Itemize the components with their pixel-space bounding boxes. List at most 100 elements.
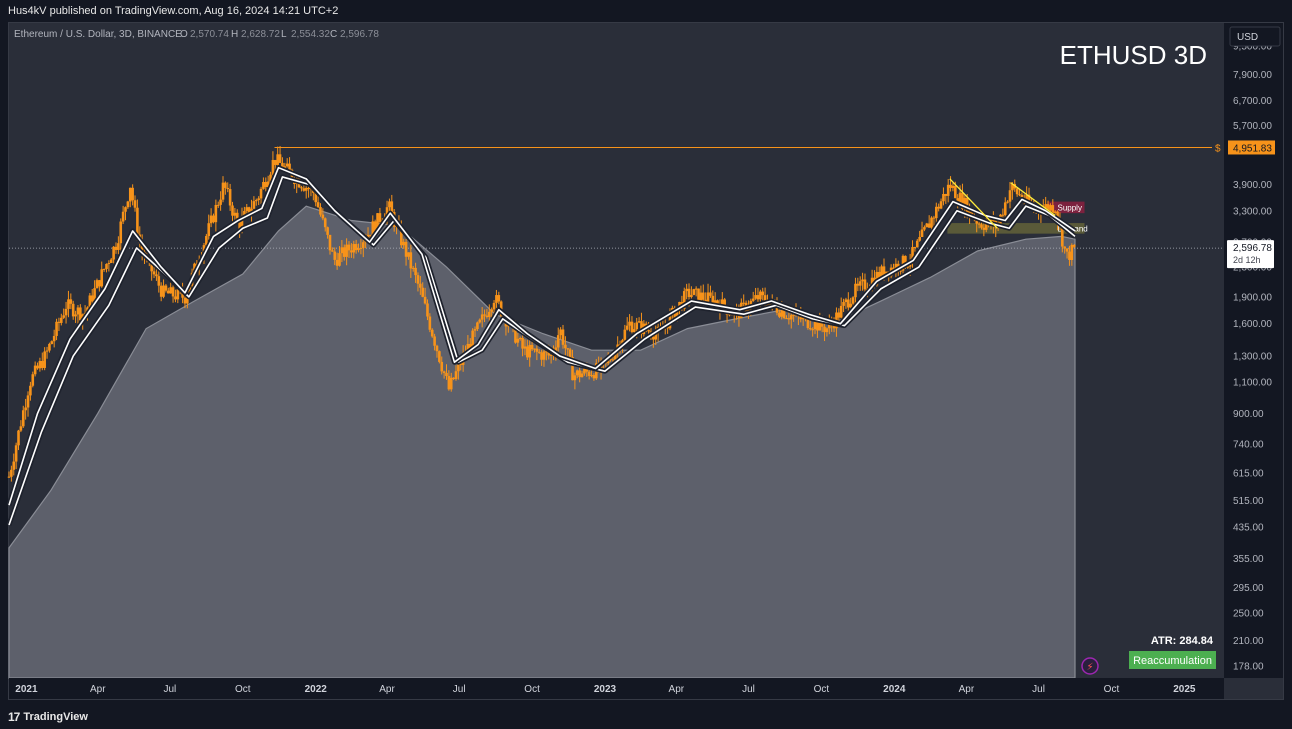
candle-body [214, 205, 218, 223]
candle-body [915, 240, 919, 248]
candle-body [454, 371, 458, 379]
candle-body [93, 288, 96, 302]
candle-body [1061, 224, 1064, 247]
candle-body [654, 333, 658, 340]
candle-body [121, 211, 125, 222]
candle-body [266, 181, 270, 187]
candle-body [880, 266, 883, 279]
candle-body [647, 330, 650, 332]
price-tick-label: 515.00 [1233, 496, 1264, 507]
open-label: O [180, 29, 188, 40]
atr-text: ATR: 284.84 [1151, 635, 1214, 647]
candle-body [723, 299, 726, 308]
candle-body [188, 285, 192, 295]
candle-body [174, 296, 177, 300]
candle-body [1051, 205, 1055, 213]
candle-body [119, 221, 123, 244]
candle-body [690, 294, 693, 297]
candle-body [402, 241, 405, 246]
candle-body [430, 329, 434, 337]
candle-body [140, 243, 144, 252]
tradingview-brand-text: TradingView [23, 711, 88, 723]
candle-body [247, 207, 251, 214]
candle-body [21, 410, 25, 427]
time-tick-label: Jul [453, 684, 466, 695]
candle-body [920, 229, 924, 237]
candle-body [276, 154, 279, 165]
candle-body [409, 252, 413, 269]
candle-body [1003, 202, 1007, 216]
candle-body [345, 244, 348, 257]
candle-body [637, 321, 641, 323]
candle-body [716, 300, 719, 305]
candle-body [369, 234, 372, 236]
candle-body [373, 221, 377, 232]
candle-body [571, 357, 574, 381]
candle-body [33, 365, 37, 375]
candle-body [949, 184, 952, 188]
time-tick-label: 2024 [883, 684, 906, 695]
candle-body [205, 236, 208, 246]
candle-body [711, 295, 715, 306]
candle-body [24, 407, 27, 411]
candle-body [566, 348, 570, 350]
price-axis [1224, 23, 1283, 678]
candle-body [302, 188, 306, 191]
zone-supply [1047, 201, 1085, 214]
candle-body [390, 201, 394, 213]
candle-body [699, 292, 703, 303]
low-value: 2,554.32 [291, 29, 330, 40]
price-tick-label: 1,600.00 [1233, 319, 1272, 330]
candle-body [452, 377, 455, 379]
candle-body [269, 174, 272, 182]
candle-body [923, 227, 926, 230]
candle-body [963, 197, 967, 209]
candle-body [433, 336, 436, 346]
candle-body [961, 192, 964, 209]
candle-body [854, 283, 857, 298]
candle-body [1015, 188, 1019, 195]
zone-label-supply: Supply [1058, 203, 1082, 212]
candle-body [262, 181, 265, 189]
candle-body [932, 217, 936, 219]
candle-body [564, 344, 567, 349]
candle-body [109, 259, 113, 264]
candle-body [90, 295, 94, 302]
event-icon [1081, 657, 1099, 675]
close-label: C [330, 29, 337, 40]
candle-body [228, 189, 232, 206]
time-tick-label: Jul [1032, 684, 1045, 695]
time-tick-label: Jul [163, 684, 176, 695]
currency-button-label: USD [1237, 32, 1258, 43]
candle-body [354, 244, 358, 251]
candle-body [968, 208, 971, 216]
candle-body [159, 285, 163, 297]
candle-body [319, 207, 322, 215]
candle-body [164, 285, 168, 291]
time-tick-label: 2022 [305, 684, 328, 695]
tradingview-logo[interactable]: 17 TradingView [8, 710, 88, 724]
candle-body [535, 348, 539, 352]
last-price-tag [1227, 240, 1274, 269]
candle-body [7, 476, 11, 478]
price-tick-label: 5,700.00 [1233, 121, 1272, 132]
candle-body [780, 310, 784, 317]
candle-body [152, 271, 156, 275]
currency-button[interactable] [1229, 26, 1281, 47]
candle-body [136, 207, 139, 235]
candle-body [549, 355, 553, 357]
candle-body [407, 252, 410, 257]
candle-body [328, 234, 332, 251]
candle-body [706, 292, 710, 302]
reaccumulation-badge [1129, 651, 1216, 669]
candle-body [911, 247, 914, 263]
price-tick-label: 615.00 [1233, 468, 1264, 479]
candle-body [340, 247, 344, 254]
price-tick-label: 7,900.00 [1233, 70, 1272, 81]
price-tick-label: 900.00 [1233, 409, 1264, 420]
candle-body [233, 212, 237, 216]
candle-body [526, 346, 529, 358]
candle-body [808, 328, 812, 330]
candle-body [1068, 251, 1071, 260]
